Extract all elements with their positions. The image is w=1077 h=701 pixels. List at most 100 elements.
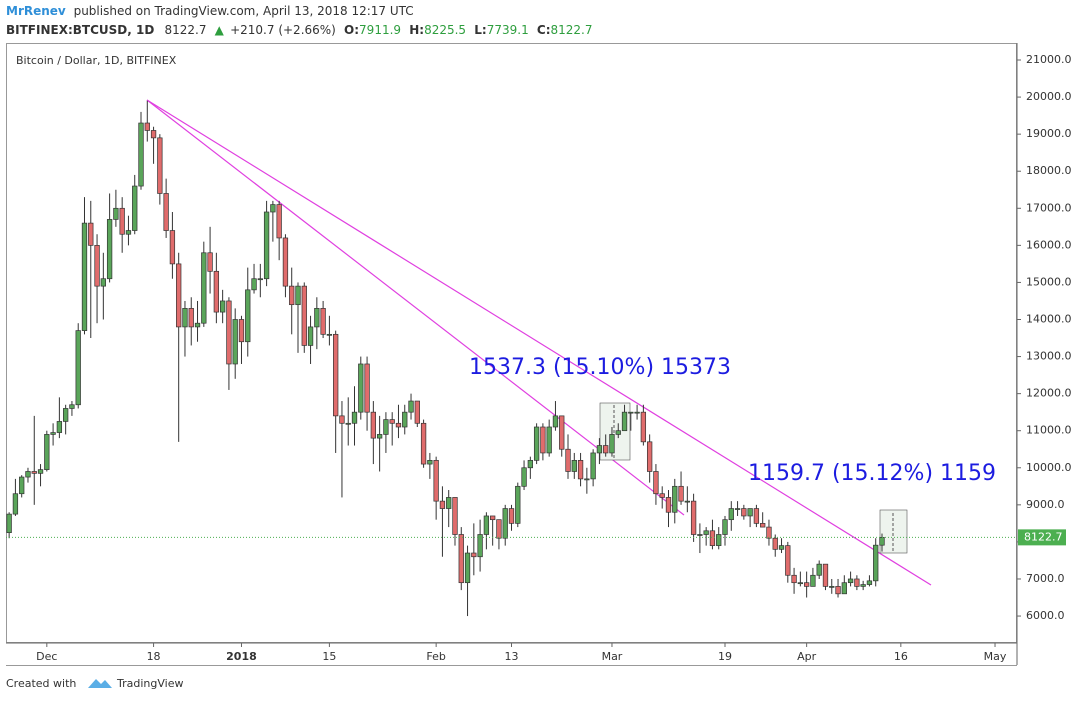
candle-body	[866, 580, 873, 585]
candle-body	[533, 426, 540, 461]
measure-box[interactable]	[879, 509, 908, 554]
candle-body	[753, 508, 760, 524]
candle-body	[50, 432, 56, 435]
candle-body	[835, 586, 841, 595]
candle-body	[816, 563, 822, 576]
candle-body	[458, 534, 464, 584]
candle-body	[94, 245, 100, 287]
candle-body	[37, 469, 44, 474]
candle-body	[803, 582, 810, 587]
candle-body	[376, 434, 383, 439]
candle-body	[822, 563, 829, 587]
candle-body	[621, 411, 628, 432]
candle-body	[446, 497, 452, 509]
candle-body	[640, 411, 647, 443]
candle-body	[213, 270, 220, 313]
candle-body	[646, 441, 653, 472]
candle-body	[301, 285, 307, 346]
candle-body	[19, 476, 25, 495]
x-tick-label: 18	[147, 650, 161, 663]
candle-body	[464, 552, 471, 584]
candle-body	[496, 519, 502, 539]
y-tick-label: 21000.0	[1026, 53, 1072, 66]
candle-body	[603, 445, 609, 454]
candle-body	[314, 308, 320, 328]
x-tick-label: 16	[894, 650, 908, 663]
candle-body	[100, 278, 106, 287]
footer-link[interactable]: TradingView	[116, 677, 183, 690]
candle-body	[207, 252, 213, 272]
last-price-label: 8122.7	[1024, 530, 1063, 543]
candle-body	[69, 404, 75, 409]
h-value: 8225.5	[424, 23, 466, 37]
x-tick-label: May	[984, 650, 1007, 663]
candle-body	[829, 586, 835, 588]
candle-body	[596, 445, 603, 454]
candle-body	[665, 497, 672, 513]
candle-body	[697, 534, 703, 536]
y-tick-label: 14000.0	[1026, 312, 1072, 325]
candle-body	[282, 237, 289, 287]
candle-body	[615, 430, 621, 435]
y-tick-label: 12000.0	[1026, 387, 1072, 400]
l-label: L:	[474, 23, 486, 37]
footer: Created with TradingView	[6, 677, 183, 690]
candle-body	[414, 400, 420, 424]
x-tick-label: 13	[505, 650, 519, 663]
candle-body	[144, 122, 150, 131]
candle-body	[841, 582, 847, 595]
x-tick-label: Apr	[797, 650, 817, 663]
candle-body	[44, 434, 50, 470]
candle-body	[860, 584, 866, 587]
l-value: 7739.1	[487, 23, 529, 37]
candle-body	[119, 207, 125, 235]
candle-body	[452, 497, 458, 535]
candle-body	[370, 411, 377, 439]
candle-body	[194, 322, 201, 328]
last: 8122.7	[164, 23, 206, 37]
candle-body	[703, 530, 709, 535]
candle-body	[741, 508, 747, 517]
change: +210.7 (+2.66%)	[230, 23, 336, 37]
trendline[interactable]	[146, 99, 685, 516]
candle-body	[263, 211, 270, 280]
candle-body	[295, 285, 301, 306]
footer-text: Created with	[6, 677, 76, 690]
candle-body	[113, 207, 119, 220]
candle-body	[326, 333, 333, 336]
c-value: 8122.7	[551, 23, 593, 37]
candle-body	[515, 485, 521, 524]
x-tick-label: Feb	[426, 650, 445, 663]
candle-body	[219, 300, 226, 313]
y-tick-label: 11000.0	[1026, 424, 1072, 437]
candle-body	[169, 230, 176, 265]
o-label: O:	[344, 23, 359, 37]
candle-body	[81, 222, 88, 331]
y-tick-label: 9000.0	[1026, 498, 1065, 511]
candle-body	[307, 326, 314, 346]
x-tick-label: Dec	[36, 650, 57, 663]
candle-body	[791, 574, 797, 584]
candle-body	[289, 285, 295, 306]
annotation: 1159.7 (15.12%) 1159	[748, 461, 996, 486]
y-tick-label: 10000.0	[1026, 461, 1072, 474]
y-tick-label: 19000.0	[1026, 127, 1072, 140]
candle-body	[471, 552, 477, 558]
last-price-tag	[1018, 529, 1066, 546]
candle-body	[653, 471, 659, 495]
candle-body	[609, 434, 615, 454]
candle-body	[12, 493, 19, 515]
y-tick-label: 20000.0	[1026, 90, 1072, 103]
candle-body	[402, 411, 408, 428]
tradingview-logo	[88, 679, 112, 688]
author[interactable]: MrRenev	[6, 4, 66, 18]
trendline[interactable]	[146, 99, 932, 586]
candle-body	[106, 219, 113, 280]
candle-body	[797, 582, 804, 585]
candle-body	[659, 493, 665, 498]
candle-body	[854, 578, 860, 587]
candle-body	[232, 319, 238, 365]
candle-body	[364, 363, 370, 413]
candle-body	[565, 448, 571, 472]
